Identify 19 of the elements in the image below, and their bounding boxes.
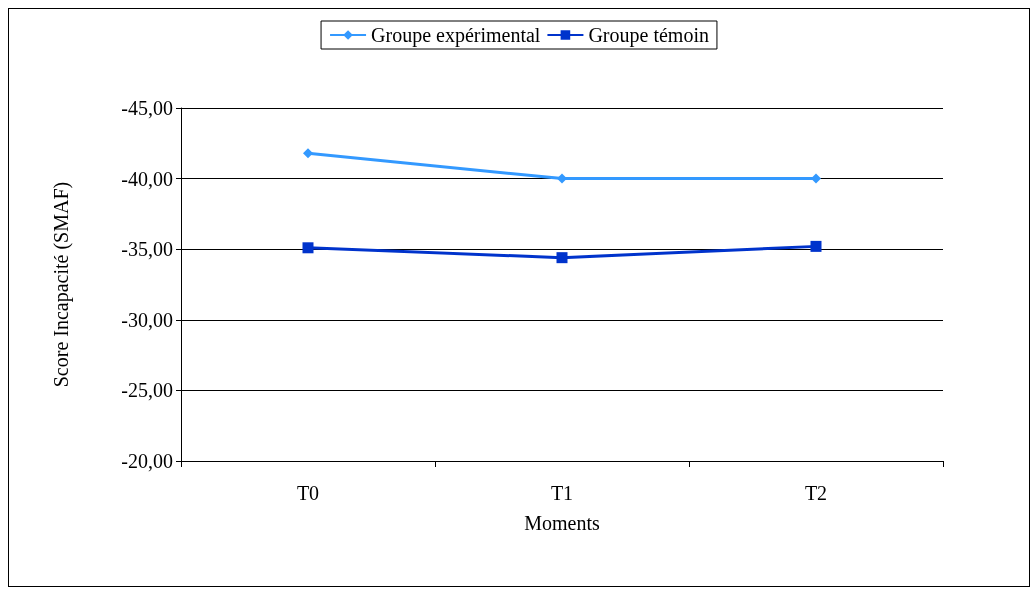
point <box>810 240 822 252</box>
legend-label: Groupe témoin <box>588 24 709 47</box>
x-tick-label: T0 <box>296 482 320 504</box>
point <box>302 242 314 254</box>
y-axis-title: Score Incapacité (SMAF) <box>50 181 73 388</box>
y-tick-label: -20,00 <box>121 450 173 472</box>
y-tick-label: -45,00 <box>121 97 173 119</box>
point <box>557 173 567 184</box>
y-tick-label: -25,00 <box>121 379 173 402</box>
y-tick-label: -30,00 <box>121 308 173 331</box>
x-tick-label: T1 <box>550 482 574 504</box>
point <box>303 148 313 159</box>
y-tick-label: -40,00 <box>121 167 173 190</box>
x-axis-title: Moments <box>524 512 600 534</box>
y-tick-label: -35,00 <box>121 238 173 261</box>
point <box>811 173 821 184</box>
point <box>556 252 568 264</box>
legend-label: Groupe expérimental <box>371 24 541 47</box>
x-tick-label: T2 <box>804 482 828 504</box>
